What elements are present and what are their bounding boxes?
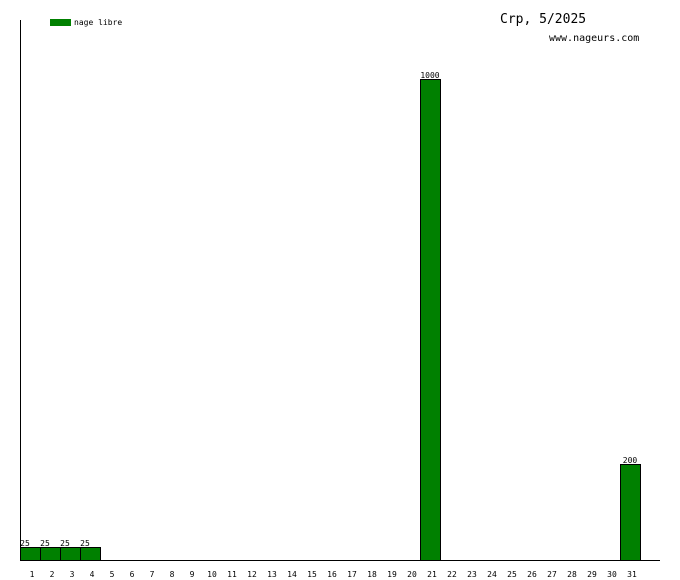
bar-value-label: 25 — [40, 539, 50, 548]
x-tick-label: 19 — [387, 570, 397, 579]
bar-value-label: 25 — [60, 539, 70, 548]
chart-subtitle: www.nageurs.com — [549, 33, 639, 44]
x-tick-label: 3 — [70, 570, 75, 579]
x-tick-label: 27 — [547, 570, 557, 579]
x-tick-label: 26 — [527, 570, 537, 579]
x-tick-label: 5 — [110, 570, 115, 579]
x-tick-label: 29 — [587, 570, 597, 579]
x-tick-label: 18 — [367, 570, 377, 579]
bar — [420, 79, 441, 561]
x-tick-label: 11 — [227, 570, 237, 579]
x-tick-label: 14 — [287, 570, 297, 579]
bar-value-label: 200 — [623, 456, 638, 465]
bar-value-label: 25 — [80, 539, 90, 548]
chart-title: Crp, 5/2025 — [500, 12, 586, 27]
x-tick-label: 22 — [447, 570, 457, 579]
legend: nage libre — [50, 18, 122, 27]
x-tick-label: 31 — [627, 570, 637, 579]
x-tick-label: 30 — [607, 570, 617, 579]
x-tick-label: 23 — [467, 570, 477, 579]
legend-swatch — [50, 19, 71, 26]
x-tick-label: 7 — [150, 570, 155, 579]
bar — [20, 547, 41, 561]
x-tick-label: 15 — [307, 570, 317, 579]
x-tick-label: 6 — [130, 570, 135, 579]
x-tick-label: 20 — [407, 570, 417, 579]
x-tick-label: 21 — [427, 570, 437, 579]
bar-value-label: 25 — [20, 539, 30, 548]
x-tick-label: 4 — [90, 570, 95, 579]
x-tick-label: 24 — [487, 570, 497, 579]
bar — [60, 547, 81, 561]
bar-value-label: 1000 — [420, 71, 439, 80]
bar — [620, 464, 641, 561]
x-tick-label: 8 — [170, 570, 175, 579]
bar-labels-group: 25 25 25 25 1000 200 — [20, 71, 637, 548]
x-tick-label: 28 — [567, 570, 577, 579]
x-tick-label: 10 — [207, 570, 217, 579]
x-tick-label: 17 — [347, 570, 357, 579]
x-tick-label: 12 — [247, 570, 257, 579]
bars-group — [20, 79, 641, 561]
x-tick-label: 16 — [327, 570, 337, 579]
bar — [40, 547, 61, 561]
x-tick-label: 2 — [50, 570, 55, 579]
x-tick-label: 9 — [190, 570, 195, 579]
x-tick-labels-group: 1 2 3 4 5 6 7 8 9 10 11 12 13 14 15 16 17 18 19 20 21 22 23 24 2… — [30, 570, 637, 579]
legend-label: nage libre — [74, 18, 122, 27]
bar — [80, 547, 101, 561]
x-tick-label: 25 — [507, 570, 517, 579]
x-tick-label: 13 — [267, 570, 277, 579]
x-tick-label: 1 — [30, 570, 35, 579]
